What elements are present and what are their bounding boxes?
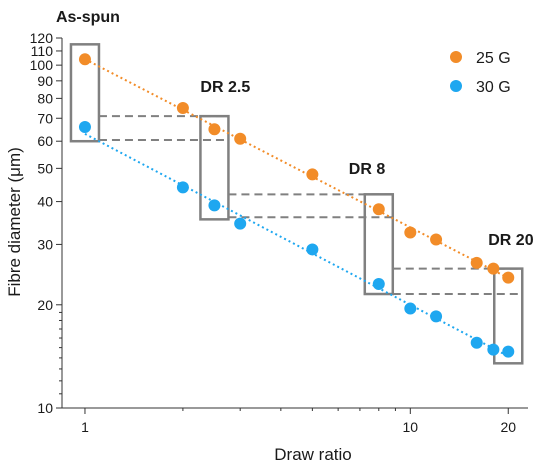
data-point bbox=[470, 256, 483, 269]
data-point bbox=[487, 343, 500, 356]
data-point bbox=[487, 262, 500, 275]
y-tick-label: 20 bbox=[37, 297, 53, 313]
x-axis-title: Draw ratio bbox=[274, 445, 351, 464]
data-points bbox=[78, 53, 515, 358]
data-point bbox=[208, 123, 221, 136]
x-tick-label: 10 bbox=[403, 419, 419, 435]
axes bbox=[56, 37, 528, 414]
legend-marker bbox=[450, 80, 462, 92]
y-tick-label: 90 bbox=[37, 73, 53, 89]
x-tick-label: 1 bbox=[81, 419, 89, 435]
annotation-box bbox=[493, 267, 524, 365]
annotation-labels: As-spun DR 2.5 DR 8 DR 20 bbox=[56, 9, 533, 249]
y-tick-label: 120 bbox=[30, 30, 54, 46]
trend-lines bbox=[84, 58, 509, 358]
data-point bbox=[404, 226, 417, 239]
annotation-boxes bbox=[69, 43, 524, 365]
y-tick-label: 100 bbox=[30, 57, 54, 73]
y-tick-label: 60 bbox=[37, 133, 53, 149]
y-axis-title: Fibre diameter (μm) bbox=[5, 147, 24, 297]
data-point bbox=[372, 277, 385, 290]
annotation-label: As-spun bbox=[56, 9, 120, 26]
x-tick-label: 20 bbox=[500, 419, 516, 435]
data-point bbox=[404, 302, 417, 315]
data-point bbox=[502, 345, 515, 358]
legend-label: 30 G bbox=[476, 79, 511, 96]
y-tick-label: 50 bbox=[37, 160, 53, 176]
legend-marker bbox=[450, 51, 462, 63]
data-point bbox=[78, 121, 91, 134]
y-tick-label: 80 bbox=[37, 90, 53, 106]
data-point bbox=[176, 101, 189, 114]
annotation-box bbox=[69, 43, 101, 143]
data-point bbox=[208, 199, 221, 212]
y-tick-label: 30 bbox=[37, 236, 53, 252]
annotation-label: DR 20 bbox=[488, 232, 533, 249]
legend-label: 25 G bbox=[476, 50, 511, 67]
annotation-box bbox=[199, 114, 230, 221]
data-point bbox=[502, 271, 515, 284]
reference-dashed-lines bbox=[98, 115, 523, 296]
data-point bbox=[306, 243, 319, 256]
y-tick-label: 70 bbox=[37, 110, 53, 126]
data-point bbox=[306, 168, 319, 181]
data-point bbox=[372, 203, 385, 216]
trend-line bbox=[84, 58, 509, 279]
annotation-label: DR 8 bbox=[349, 161, 386, 178]
data-point bbox=[430, 233, 443, 246]
data-point bbox=[78, 53, 91, 66]
trend-line bbox=[84, 132, 509, 358]
y-tick-label: 110 bbox=[31, 43, 54, 59]
data-point bbox=[234, 217, 247, 230]
y-tick-label: 10 bbox=[37, 400, 53, 416]
data-point bbox=[430, 310, 443, 323]
annotation-label: DR 2.5 bbox=[200, 79, 250, 96]
data-point bbox=[176, 181, 189, 194]
data-point bbox=[470, 336, 483, 349]
legend: 25 G 30 G bbox=[450, 50, 511, 96]
y-tick-label: 40 bbox=[37, 194, 53, 210]
data-point bbox=[234, 132, 247, 145]
